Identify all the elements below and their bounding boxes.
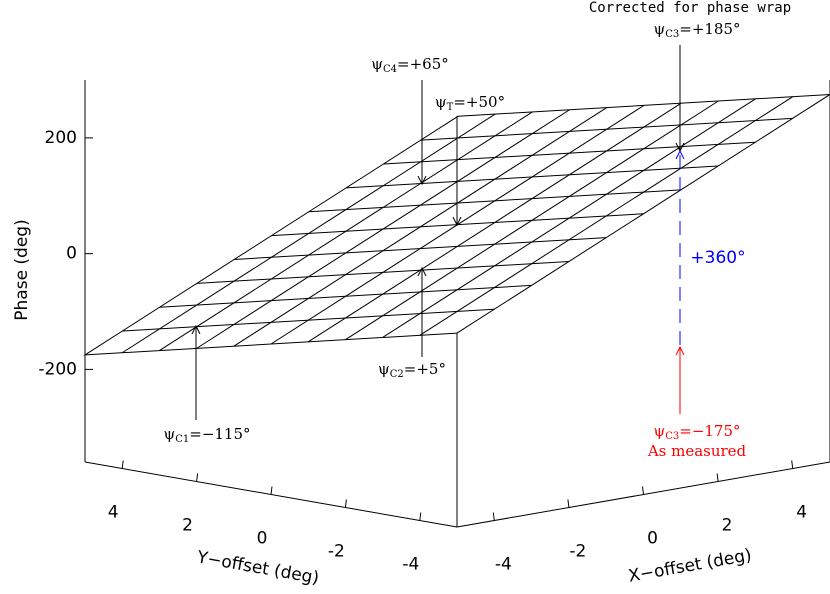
y-tick-label: 0: [257, 529, 268, 549]
surface-grid: [307, 102, 682, 343]
y-tick-label: 2: [182, 516, 193, 536]
y-tick: [121, 460, 124, 469]
x-tick: [567, 499, 570, 508]
surface-grid: [196, 109, 570, 349]
annotation: ψC2=+5°: [378, 360, 446, 380]
surface-grid: [382, 98, 756, 338]
annotation: ψC4=+65°: [371, 55, 449, 75]
annotation: ψC1=−115°: [163, 425, 250, 445]
y-tick-label: -4: [402, 555, 419, 575]
x-tick-label: 4: [796, 503, 807, 523]
symbol: ψ: [163, 425, 175, 443]
surface-grid: [121, 113, 496, 354]
x-tick-label: -4: [495, 555, 512, 575]
subscript: C4: [383, 64, 397, 75]
x-tick: [716, 473, 719, 482]
plot: -200 0 200 -4 -2 0 2 4 -4 -2 0 2 4: [38, 80, 830, 575]
z-tick-label: -200: [38, 359, 77, 379]
symbol: ψ: [378, 360, 390, 378]
surface-grid: [345, 100, 719, 341]
surface-grid: [233, 107, 608, 347]
annotation-note: As measured: [647, 442, 747, 460]
y-tick-label: 4: [108, 503, 119, 523]
text: =+50°: [453, 93, 505, 111]
y-tick: [419, 512, 422, 521]
z-tick-label: 200: [45, 128, 77, 148]
z-tick-label: 0: [66, 244, 77, 264]
text: =+65°: [397, 55, 449, 73]
surface-grid: [159, 111, 533, 351]
x-tick-label: -2: [569, 542, 586, 562]
text: =−175°: [679, 422, 740, 440]
y-axis-label: Y−offset (deg): [194, 547, 320, 588]
z-axis-label: Phase (deg): [12, 219, 32, 320]
text: =+185°: [679, 20, 740, 38]
subscript: C3: [665, 29, 679, 40]
symbol: ψ: [435, 93, 447, 111]
x-tick-label: 0: [647, 529, 658, 549]
symbol: ψ: [371, 55, 383, 73]
subscript: T: [447, 102, 454, 113]
x-tick: [642, 486, 644, 495]
y-tick-label: -2: [328, 542, 345, 562]
surface-grid: [419, 96, 794, 336]
annotation: ψC3=−175°: [653, 422, 740, 442]
annotation: ψT=+50°: [435, 93, 505, 113]
symbol: ψ: [653, 20, 665, 38]
y-tick: [196, 473, 199, 482]
x-tick: [791, 460, 794, 469]
text: =+5°: [404, 360, 446, 378]
x-tick-label: 2: [722, 516, 733, 536]
subscript: C3: [665, 431, 679, 442]
y-tick: [270, 486, 273, 495]
annotation: ψC3=+185°: [653, 20, 740, 40]
symbol: ψ: [653, 422, 665, 440]
x-axis-label: X−offset (deg): [627, 545, 753, 586]
x-tick: [492, 512, 495, 521]
subscript: C1: [175, 434, 189, 445]
y-tick: [344, 499, 347, 508]
annotation-note: Corrected for phase wrap: [589, 0, 791, 16]
subscript: C2: [390, 369, 404, 380]
text: =−115°: [189, 425, 250, 443]
wrap-label: +360°: [690, 248, 745, 268]
